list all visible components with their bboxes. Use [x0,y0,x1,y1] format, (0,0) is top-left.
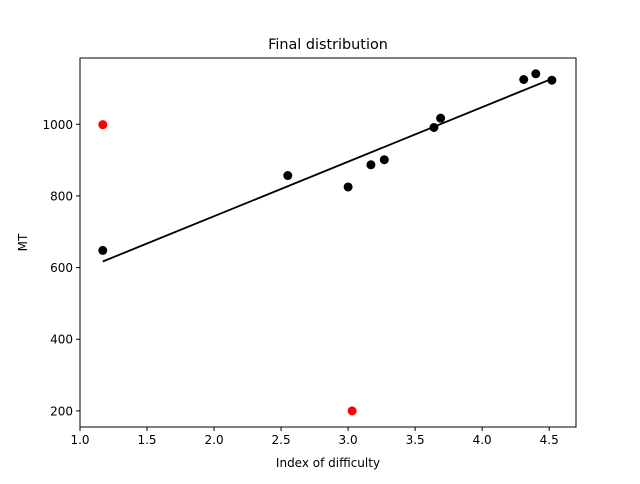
data-point [366,160,376,170]
y-tick-label: 1000 [42,118,73,132]
axes-frame [79,57,577,428]
x-tick-label: 2.5 [272,433,291,447]
data-point [379,155,389,165]
x-tick-label: 2.0 [205,433,224,447]
y-tick-label: 800 [50,189,73,203]
data-point [519,74,529,84]
x-tick-label: 3.5 [406,433,425,447]
data-point [436,113,446,123]
x-tick-label: 1.5 [137,433,156,447]
data-point [429,123,439,133]
chart-title: Final distribution [268,37,388,53]
x-tick-label: 1.0 [70,433,89,447]
plot-area [98,69,557,416]
data-point [347,406,357,416]
data-point [531,69,541,79]
y-tick-label: 600 [50,261,73,275]
data-point [547,75,557,85]
x-axis: 1.0 1.5 2.0 2.5 3.0 3.5 4.0 4.5 [70,427,559,447]
y-axis: 200 400 600 800 1000 [42,118,80,418]
y-axis-label: MT [16,233,30,251]
x-tick-label: 4.0 [473,433,492,447]
y-tick-label: 400 [50,333,73,347]
regression-line [102,77,553,263]
data-point [98,245,108,255]
data-point [343,182,353,192]
data-point [98,120,108,130]
x-tick-label: 3.0 [339,433,358,447]
y-tick-label: 200 [50,404,73,418]
data-point [283,171,293,181]
x-axis-label: Index of difficulty [276,456,380,470]
x-tick-label: 4.5 [540,433,559,447]
